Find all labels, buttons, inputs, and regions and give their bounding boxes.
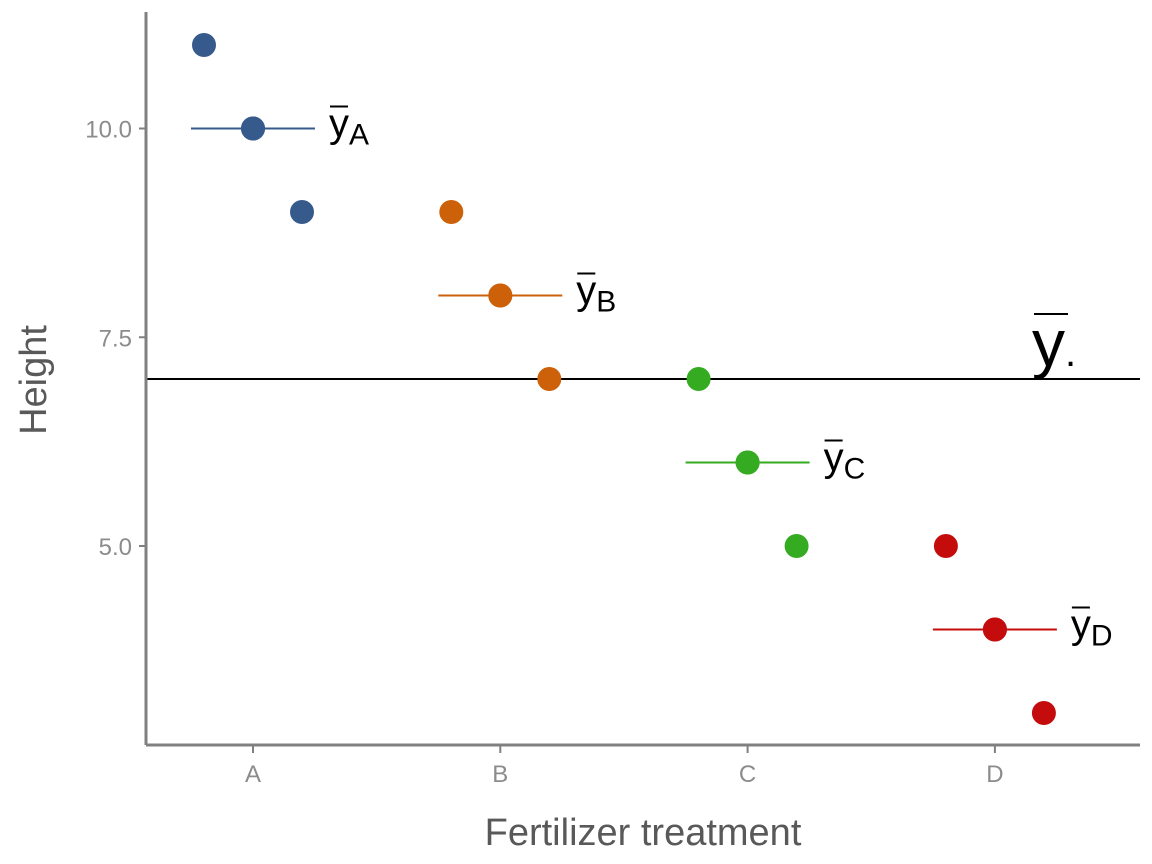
- data-point: [537, 367, 562, 391]
- series-D: yD: [932, 534, 1113, 725]
- data-point: [784, 534, 809, 558]
- data-point: [439, 200, 464, 224]
- grand-mean-label-subscript: .: [1065, 331, 1076, 375]
- x-tick-label: B: [492, 761, 508, 788]
- group-mean-point: [488, 283, 513, 308]
- grand-mean-label-symbol: y: [1032, 306, 1065, 380]
- y-tick-label: 10.0: [85, 117, 132, 144]
- group-mean-point: [241, 116, 265, 141]
- data-point: [933, 534, 958, 558]
- group-mean-label-symbol: y: [1071, 603, 1091, 647]
- group-mean-label-subscript: D: [1091, 620, 1113, 653]
- data-point: [686, 367, 711, 391]
- group-mean-label: yD: [1071, 603, 1113, 653]
- group-mean-label: yA: [329, 102, 369, 152]
- group-mean-label-subscript: C: [844, 453, 866, 486]
- data-point: [1031, 701, 1056, 725]
- grand-mean-label: y.: [1032, 306, 1076, 380]
- group-mean-label: yC: [824, 436, 866, 486]
- x-axis-title: Fertilizer treatment: [485, 812, 802, 854]
- axes-layer: [144, 12, 1140, 747]
- data-point: [290, 200, 314, 224]
- group-mean-label-symbol: y: [329, 102, 349, 146]
- grand-mean-layer: y.: [146, 306, 1140, 380]
- group-mean-label: yB: [576, 269, 616, 319]
- y-tick-label: 5.0: [99, 534, 132, 561]
- x-tick-label: D: [986, 761, 1003, 788]
- data-point: [192, 33, 216, 57]
- group-mean-label-subscript: B: [596, 286, 616, 319]
- group-mean-point: [982, 617, 1007, 642]
- x-tick-label: A: [245, 761, 261, 788]
- y-tick-label: 7.5: [99, 325, 132, 352]
- group-mean-label-subscript: A: [349, 119, 369, 152]
- ticks-layer: 5.0 7.5 10.0 A B C D: [85, 117, 1003, 789]
- series-A: yA: [191, 33, 369, 224]
- group-mean-label-symbol: y: [576, 269, 596, 313]
- x-tick-label: C: [739, 761, 756, 788]
- group-mean-label-symbol: y: [824, 436, 844, 480]
- y-axis-title: Height: [13, 325, 55, 435]
- group-mean-point: [735, 450, 760, 475]
- series-B: yB: [438, 200, 616, 391]
- series-C: yC: [685, 367, 866, 558]
